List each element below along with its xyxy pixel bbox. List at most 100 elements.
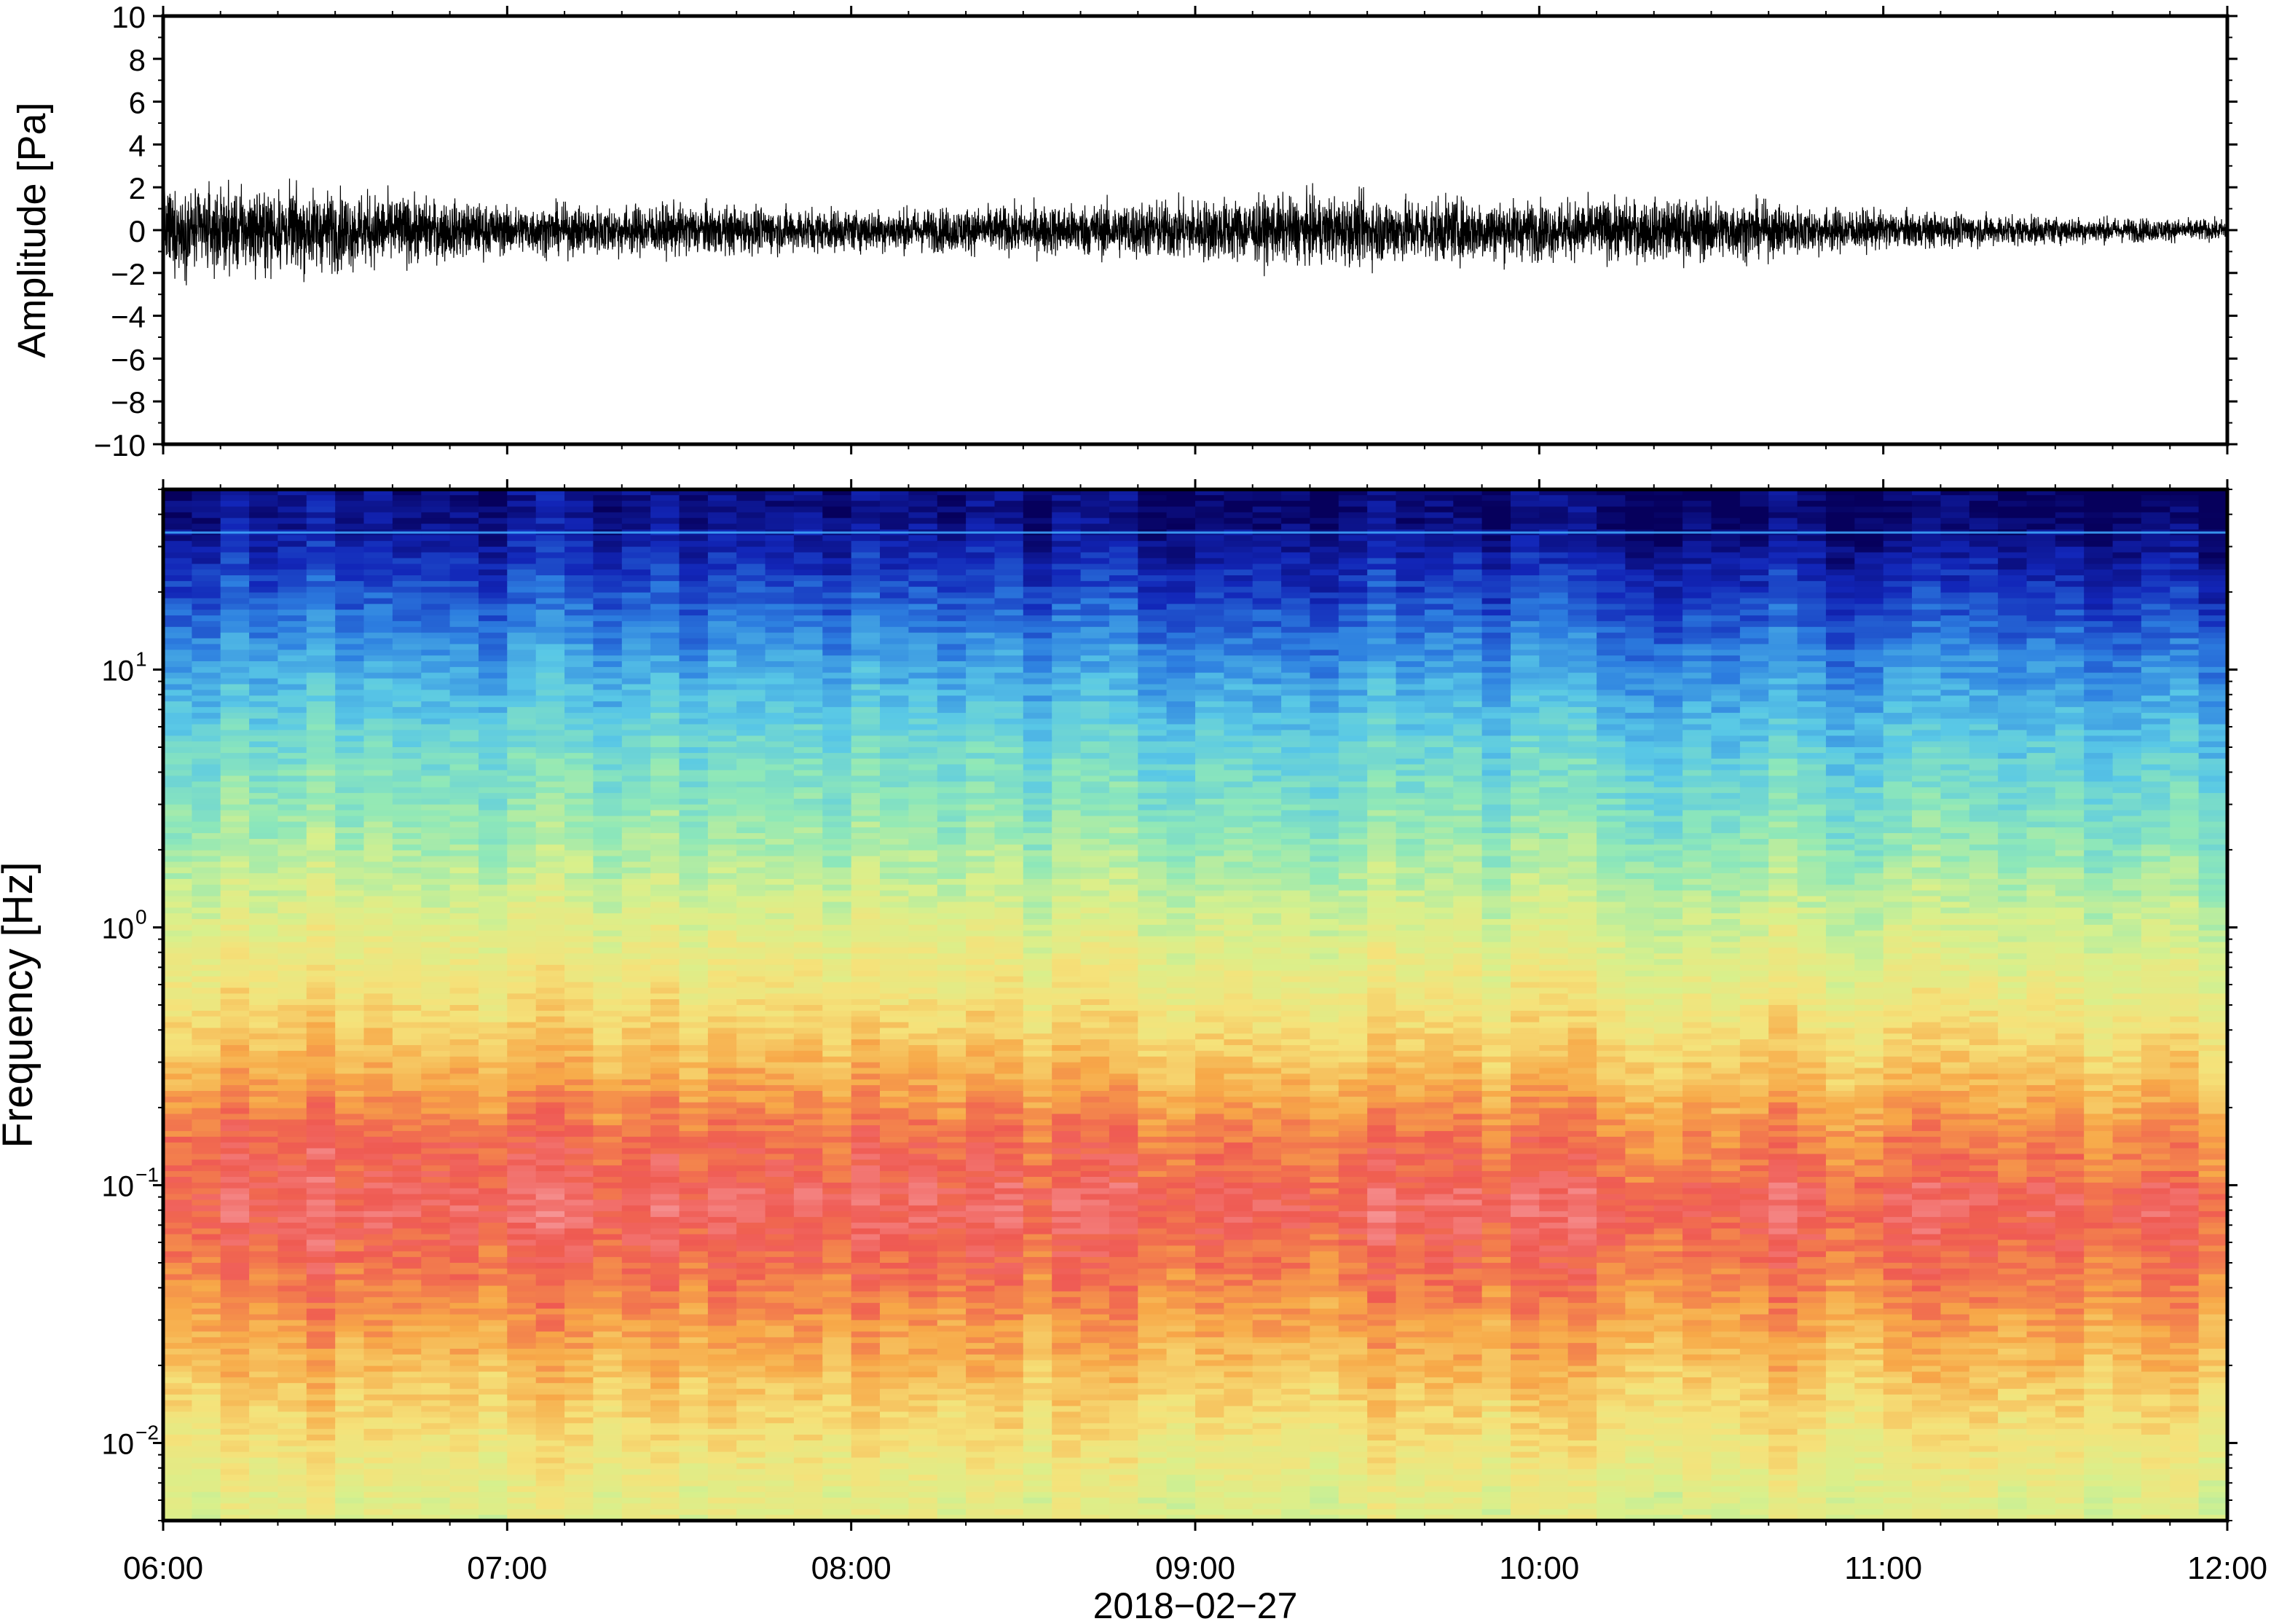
spectrogram-cell bbox=[192, 1497, 221, 1505]
spectrogram-cell bbox=[793, 620, 824, 628]
spectrogram-cell bbox=[593, 787, 623, 794]
spectrogram-cell bbox=[449, 907, 479, 914]
spectrogram-cell bbox=[650, 844, 680, 851]
spectrogram-cell bbox=[278, 524, 307, 530]
spectrogram-cell bbox=[278, 580, 307, 588]
spectrogram-cell bbox=[765, 1349, 795, 1355]
spectrogram-cell bbox=[278, 1073, 307, 1081]
spectrogram-cell bbox=[507, 546, 537, 553]
spectrogram-cell bbox=[535, 976, 565, 983]
spectrogram-cell bbox=[793, 1406, 824, 1413]
spectrogram-cell bbox=[479, 1091, 508, 1097]
spectrogram-cell bbox=[765, 924, 795, 931]
spectrogram-cell bbox=[765, 850, 795, 857]
spectrogram-cell bbox=[650, 1073, 680, 1081]
spectrogram-cell bbox=[507, 1337, 537, 1344]
spectrogram-cell bbox=[736, 575, 766, 582]
spectrogram-cell bbox=[335, 844, 365, 851]
spectrogram-cell bbox=[278, 1349, 307, 1355]
spectrogram-cell bbox=[449, 833, 479, 840]
spectrogram-cell bbox=[392, 804, 422, 811]
spectrogram-cell bbox=[564, 1263, 594, 1269]
spectrogram-cell bbox=[707, 936, 738, 943]
spectrogram-cell bbox=[392, 1423, 422, 1430]
spectrogram-cell bbox=[650, 512, 680, 519]
spectrogram-cell bbox=[278, 878, 307, 886]
spectrogram-cell bbox=[736, 1497, 766, 1505]
spectrogram-cell bbox=[535, 993, 565, 1000]
spectrogram-cell bbox=[707, 1411, 738, 1419]
spectrogram-cell bbox=[421, 867, 451, 874]
spectrogram-cell bbox=[822, 1257, 852, 1264]
spectrogram-cell bbox=[507, 1199, 537, 1207]
spectrogram-cell bbox=[278, 1016, 307, 1023]
spectrogram-cell bbox=[765, 1291, 795, 1298]
spectrogram-cell bbox=[564, 1028, 594, 1035]
spectrogram-cell bbox=[249, 764, 279, 771]
spectrogram-cell bbox=[278, 1469, 307, 1475]
spectrogram-cell bbox=[736, 1389, 766, 1395]
spectrogram-cell bbox=[679, 736, 709, 742]
spectrogram-cell bbox=[306, 1125, 336, 1132]
spectrogram-cell bbox=[650, 1400, 680, 1407]
spectrogram-cell bbox=[163, 1463, 193, 1470]
spectrogram-cell bbox=[564, 999, 594, 1006]
spectrogram-cell bbox=[335, 512, 365, 519]
spectrogram-cell bbox=[249, 666, 279, 674]
spectrogram-cell bbox=[535, 644, 565, 651]
spectrogram-cell bbox=[335, 1268, 365, 1275]
spectrogram-cell bbox=[822, 1136, 852, 1143]
spectrogram-cell bbox=[421, 706, 451, 714]
spectrogram-cell bbox=[278, 586, 307, 594]
spectrogram-cell bbox=[736, 1199, 766, 1207]
spectrogram-cell bbox=[593, 586, 623, 594]
spectrogram-cell bbox=[707, 862, 738, 868]
spectrogram-cell bbox=[765, 1417, 795, 1424]
spectrogram-cell bbox=[880, 1423, 910, 1430]
spectrogram-cell bbox=[192, 1142, 221, 1149]
spectrogram-cell bbox=[392, 558, 422, 565]
spectrogram-cell bbox=[621, 1303, 651, 1309]
spectrogram-cell bbox=[679, 1125, 709, 1132]
spectrogram-cell bbox=[535, 580, 565, 588]
spectrogram-cell bbox=[192, 718, 221, 725]
spectrogram-cell bbox=[880, 896, 910, 903]
spectrogram-cell bbox=[564, 518, 594, 524]
spectrogram-cell bbox=[421, 1280, 451, 1287]
spectrogram-cell bbox=[449, 741, 479, 748]
spectrogram-cell bbox=[765, 535, 795, 542]
spectrogram-cell bbox=[822, 1435, 852, 1441]
spectrogram-cell bbox=[908, 924, 938, 931]
spectrogram-cell bbox=[479, 1050, 508, 1057]
spectrogram-cell bbox=[650, 575, 680, 582]
spectrogram-cell bbox=[908, 1222, 938, 1229]
spectrogram-cell bbox=[793, 1497, 824, 1505]
spectrogram-cell bbox=[593, 982, 623, 989]
spectrogram-cell bbox=[163, 896, 193, 903]
spectrogram-cell bbox=[908, 936, 938, 943]
spectrogram-cell bbox=[535, 1360, 565, 1367]
spectrogram-cell bbox=[392, 1108, 422, 1115]
spectrogram-cell bbox=[822, 1389, 852, 1395]
spectrogram-cell bbox=[650, 1028, 680, 1035]
spectrogram-cell bbox=[192, 518, 221, 524]
spectrogram-cell bbox=[822, 1423, 852, 1430]
spectrogram-cell bbox=[220, 666, 250, 674]
spectrogram-cell bbox=[507, 947, 537, 954]
spectrogram-cell bbox=[479, 988, 508, 995]
spectrogram-cell bbox=[220, 867, 250, 874]
spectrogram-cell bbox=[335, 1343, 365, 1349]
spectrogram-cell bbox=[449, 638, 479, 645]
spectrogram-cell bbox=[449, 540, 479, 548]
spectrogram-cell bbox=[479, 1005, 508, 1012]
spectrogram-cell bbox=[679, 1308, 709, 1315]
spectrogram-cell bbox=[163, 661, 193, 668]
spectrogram-cell bbox=[908, 1108, 938, 1115]
spectrogram-cell bbox=[335, 552, 365, 559]
spectrogram-cell bbox=[621, 787, 651, 794]
spectrogram-cell bbox=[564, 1228, 594, 1235]
spectrogram-cell bbox=[650, 638, 680, 645]
spectrogram-cell bbox=[564, 678, 594, 685]
spectrogram-cell bbox=[278, 821, 307, 828]
spectrogram-cell bbox=[449, 1165, 479, 1172]
